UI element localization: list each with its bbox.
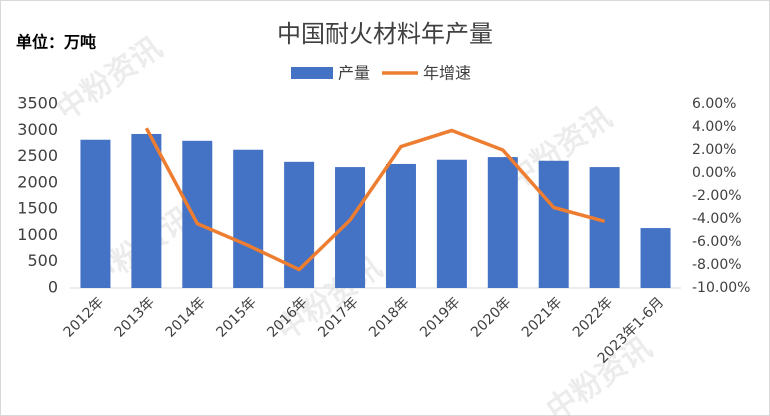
- y-tick-label: 500: [27, 251, 58, 270]
- unit-label: 单位：万吨: [16, 33, 96, 52]
- y-tick-label: 2500: [17, 146, 58, 165]
- chart-title: 中国耐火材料年产量: [277, 20, 493, 48]
- y-tick-label: 0: [48, 278, 58, 297]
- bar: [335, 167, 366, 288]
- bar: [233, 149, 264, 288]
- legend-label: 产量: [338, 64, 370, 83]
- y2-tick-label: 4.00%: [692, 119, 736, 135]
- y-tick-label: 3000: [17, 120, 58, 139]
- legend-label: 年增速: [423, 64, 471, 83]
- bar: [640, 228, 671, 288]
- bar: [538, 160, 569, 288]
- y2-tick-label: -6.00%: [692, 234, 742, 250]
- y2-tick-label: 2.00%: [692, 142, 736, 158]
- y2-tick-label: -10.00%: [692, 280, 750, 296]
- bar: [284, 161, 315, 288]
- legend-swatch: [291, 67, 333, 79]
- y-tick-label: 1000: [17, 225, 58, 244]
- bar: [182, 140, 213, 288]
- line: [144, 127, 606, 272]
- y-tick-label: 2000: [17, 172, 58, 191]
- bar: [436, 159, 467, 288]
- y2-tick-label: 6.00%: [692, 96, 736, 112]
- bar: [131, 133, 162, 288]
- y-tick-label: 3500: [17, 94, 58, 113]
- y2-tick-label: -2.00%: [692, 188, 742, 204]
- y2-tick-label: 0.00%: [692, 165, 736, 181]
- bar: [589, 167, 620, 288]
- bar: [385, 163, 416, 288]
- bar: [80, 139, 111, 288]
- y2-tick-label: -4.00%: [692, 211, 742, 227]
- bar: [487, 157, 518, 288]
- y2-tick-label: -8.00%: [692, 257, 742, 273]
- y-tick-label: 1500: [17, 199, 58, 218]
